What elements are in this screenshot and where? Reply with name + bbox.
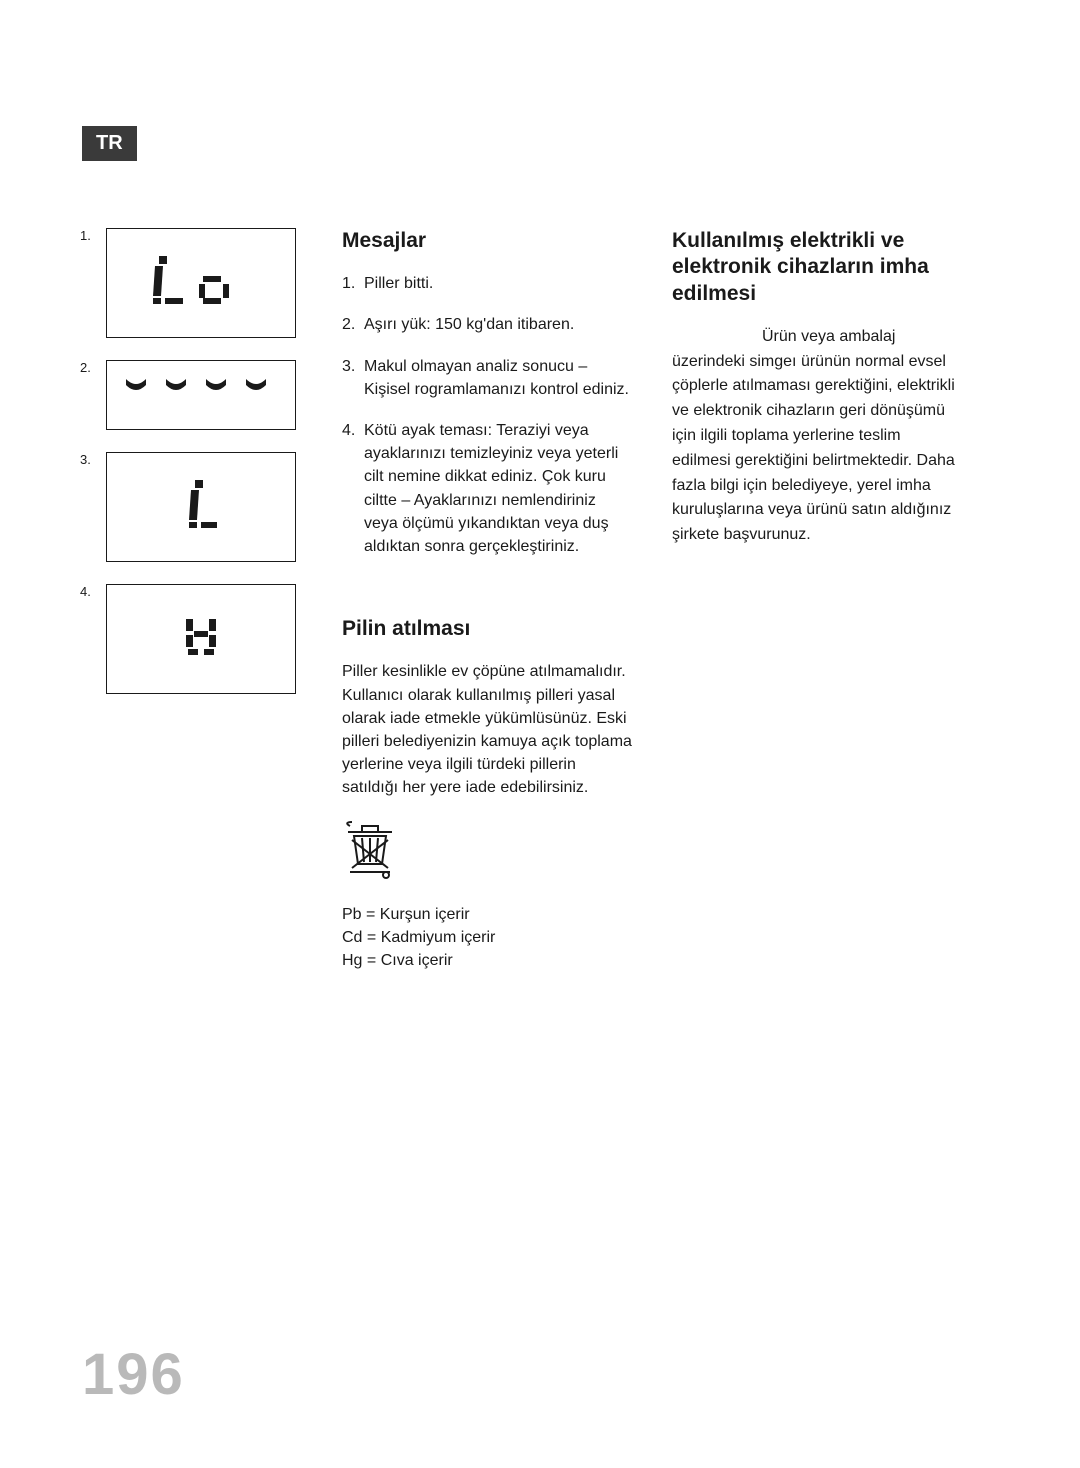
weee-bin-icon [342,818,632,885]
message-1-num: 1. [342,272,364,295]
display-3-number: 3. [80,452,91,467]
chem-cd: Cd = Kadmiyum içerir [342,926,632,949]
message-1-text: Piller bitti. [364,272,632,295]
chem-hg: Hg = Cıva içerir [342,949,632,972]
weee-title: Kullanılmış elektrikli ve elektronik cih… [672,228,962,307]
display-dashes-icon [116,371,286,401]
display-3-box [106,452,296,562]
display-4-number: 4. [80,584,91,599]
display-3: 3. [82,452,302,562]
display-2-box [106,360,296,430]
weee-para: Ürün veya ambalaj üzerindeki simgeı ürün… [672,325,962,548]
display-2: 2. [82,360,302,430]
display-lo-icon [141,248,261,318]
display-1-box [106,228,296,338]
battery-title: Pilin atılması [342,616,632,642]
weee-para-rest: tiğini, elektrikli ve elektronik cihazla… [672,377,955,543]
language-tab: TR [82,126,137,161]
message-item-4: 4. Kötü ayak teması: Teraziyi veya ayakl… [342,419,632,558]
messages-title: Mesajlar [342,228,632,254]
page-number: 196 [82,1341,185,1408]
display-l-icon [171,472,231,542]
page-content: 1. [82,228,998,972]
display-1: 1. [82,228,302,338]
message-item-1: 1. Piller bitti. [342,272,632,295]
battery-para: Piller kesinlikle ev çöpüne atılmamalıdı… [342,660,632,799]
message-3-text: Makul olmayan analiz sonucu – Kişisel ro… [364,355,632,401]
chem-pb: Pb = Kurşun içerir [342,903,632,926]
display-4-box [106,584,296,694]
display-1-number: 1. [80,228,91,243]
display-2-number: 2. [80,360,91,375]
displays-column: 1. [82,228,302,972]
right-column: Kullanılmış elektrikli ve elektronik cih… [672,228,962,972]
message-2-num: 2. [342,313,364,336]
message-item-3: 3. Makul olmayan analiz sonucu – Kişisel… [342,355,632,401]
message-4-text: Kötü ayak teması: Teraziyi veya ayakları… [364,419,632,558]
message-3-num: 3. [342,355,364,401]
middle-column: Mesajlar 1. Piller bitti. 2. Aşırı yük: … [342,228,632,972]
message-item-2: 2. Aşırı yük: 150 kg'dan itibaren. [342,313,632,336]
display-4: 4. [82,584,302,694]
message-2-text: Aşırı yük: 150 kg'dan itibaren. [364,313,632,336]
display-h-icon [176,609,226,669]
message-4-num: 4. [342,419,364,558]
